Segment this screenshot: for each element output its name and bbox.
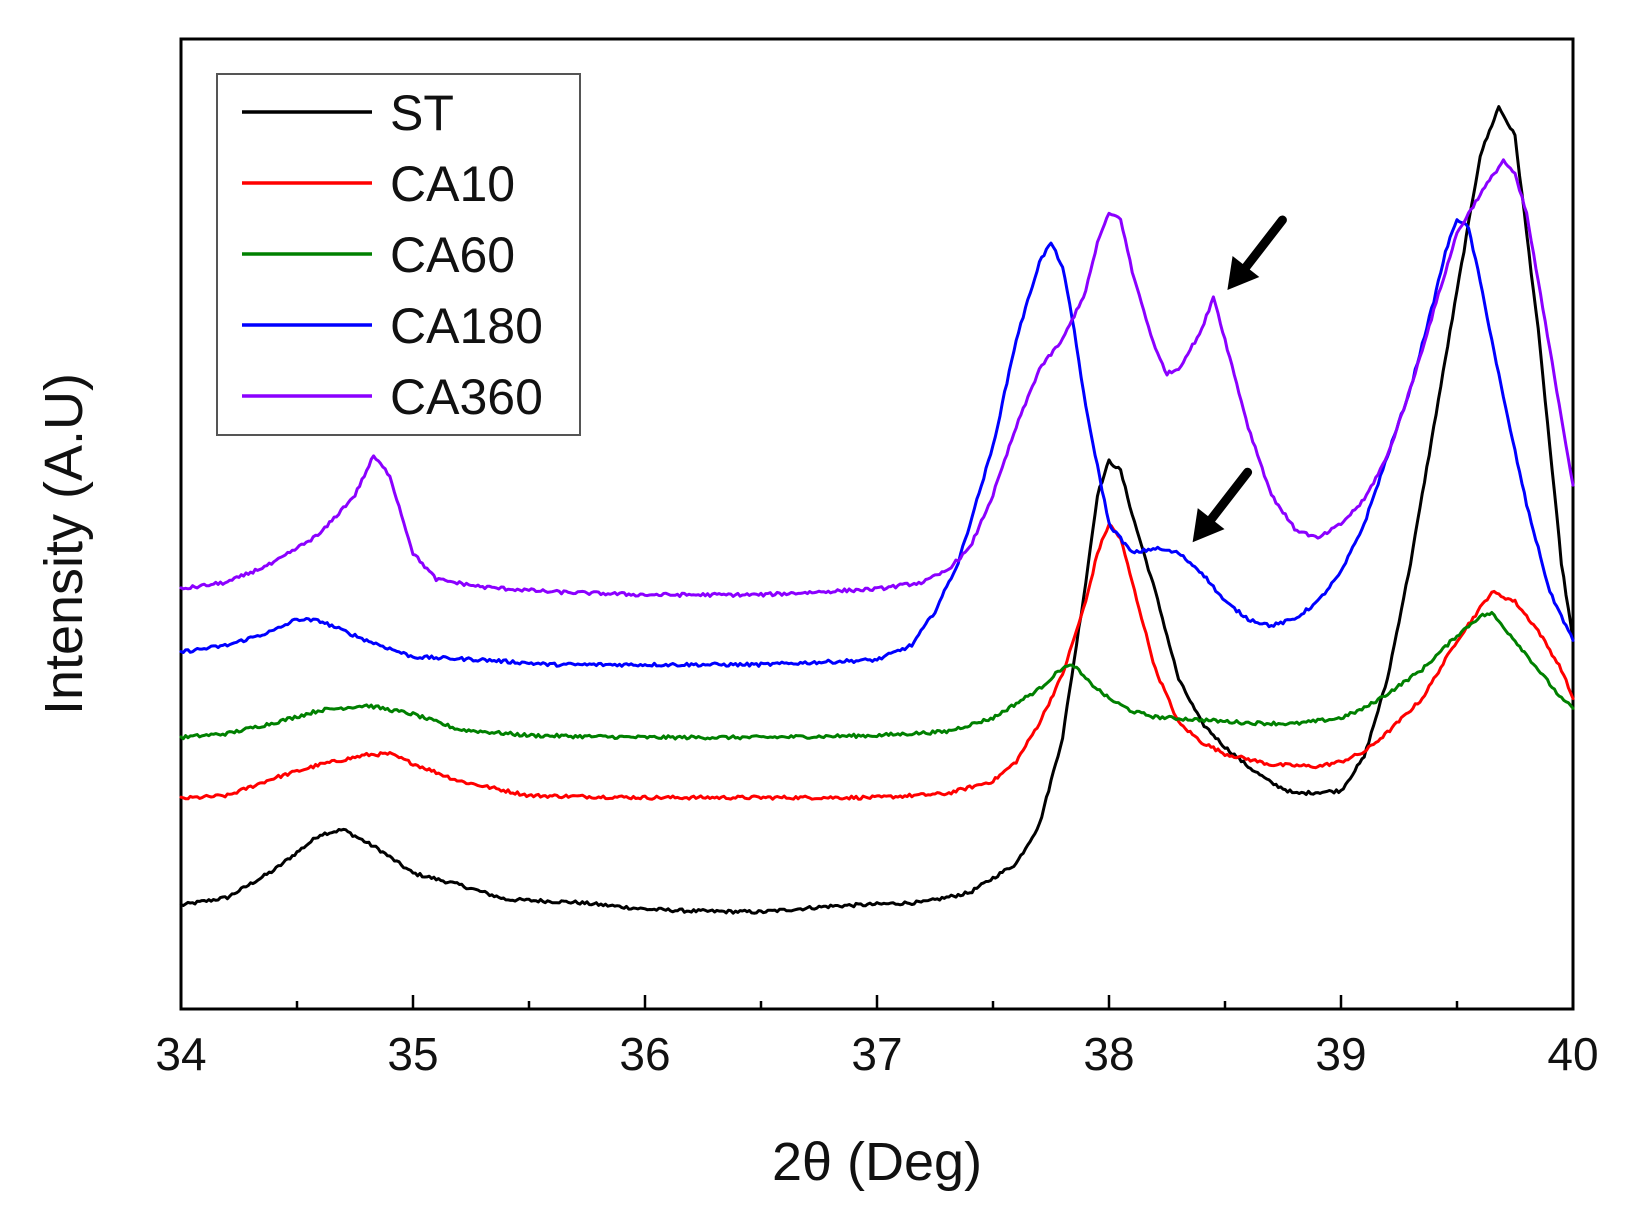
series-line-st	[179, 105, 1575, 915]
annotation-arrow-shaft-2	[1202, 467, 1253, 530]
x-axis-tick-labels: 34 35 36 37 38 39 40	[155, 1028, 1598, 1080]
x-tick-label-35: 35	[387, 1028, 438, 1080]
x-tick-label-36: 36	[619, 1028, 670, 1080]
legend-label-ca60: CA60	[390, 227, 515, 283]
legend: ST CA10 CA60 CA180 CA360	[216, 73, 581, 436]
annotations-group	[1192, 215, 1287, 543]
x-tick-label-34: 34	[155, 1028, 206, 1080]
x-axis-ticks	[179, 995, 1575, 1009]
legend-label-st: ST	[390, 85, 454, 141]
x-axis-label: 2θ (Deg)	[772, 1132, 982, 1192]
series-line-ca60	[179, 611, 1575, 741]
series-line-ca10	[179, 522, 1575, 801]
y-axis-label: Intensity (A.U)	[34, 373, 94, 715]
series-group	[179, 105, 1575, 915]
annotation-arrow-head-2	[1192, 508, 1225, 543]
legend-label-ca180: CA180	[390, 298, 543, 354]
x-tick-label-40: 40	[1547, 1028, 1598, 1080]
legend-label-ca360: CA360	[390, 369, 543, 425]
annotation-arrow-head-1	[1227, 255, 1260, 291]
legend-label-ca10: CA10	[390, 156, 515, 212]
x-tick-label-39: 39	[1315, 1028, 1366, 1080]
annotation-arrow-shaft-1	[1236, 215, 1287, 278]
x-tick-label-37: 37	[851, 1028, 902, 1080]
legend-items: ST CA10 CA60 CA180 CA360	[242, 85, 543, 425]
x-tick-label-38: 38	[1083, 1028, 1134, 1080]
series-line-ca180	[179, 218, 1575, 668]
series-line-ca360	[179, 158, 1575, 598]
